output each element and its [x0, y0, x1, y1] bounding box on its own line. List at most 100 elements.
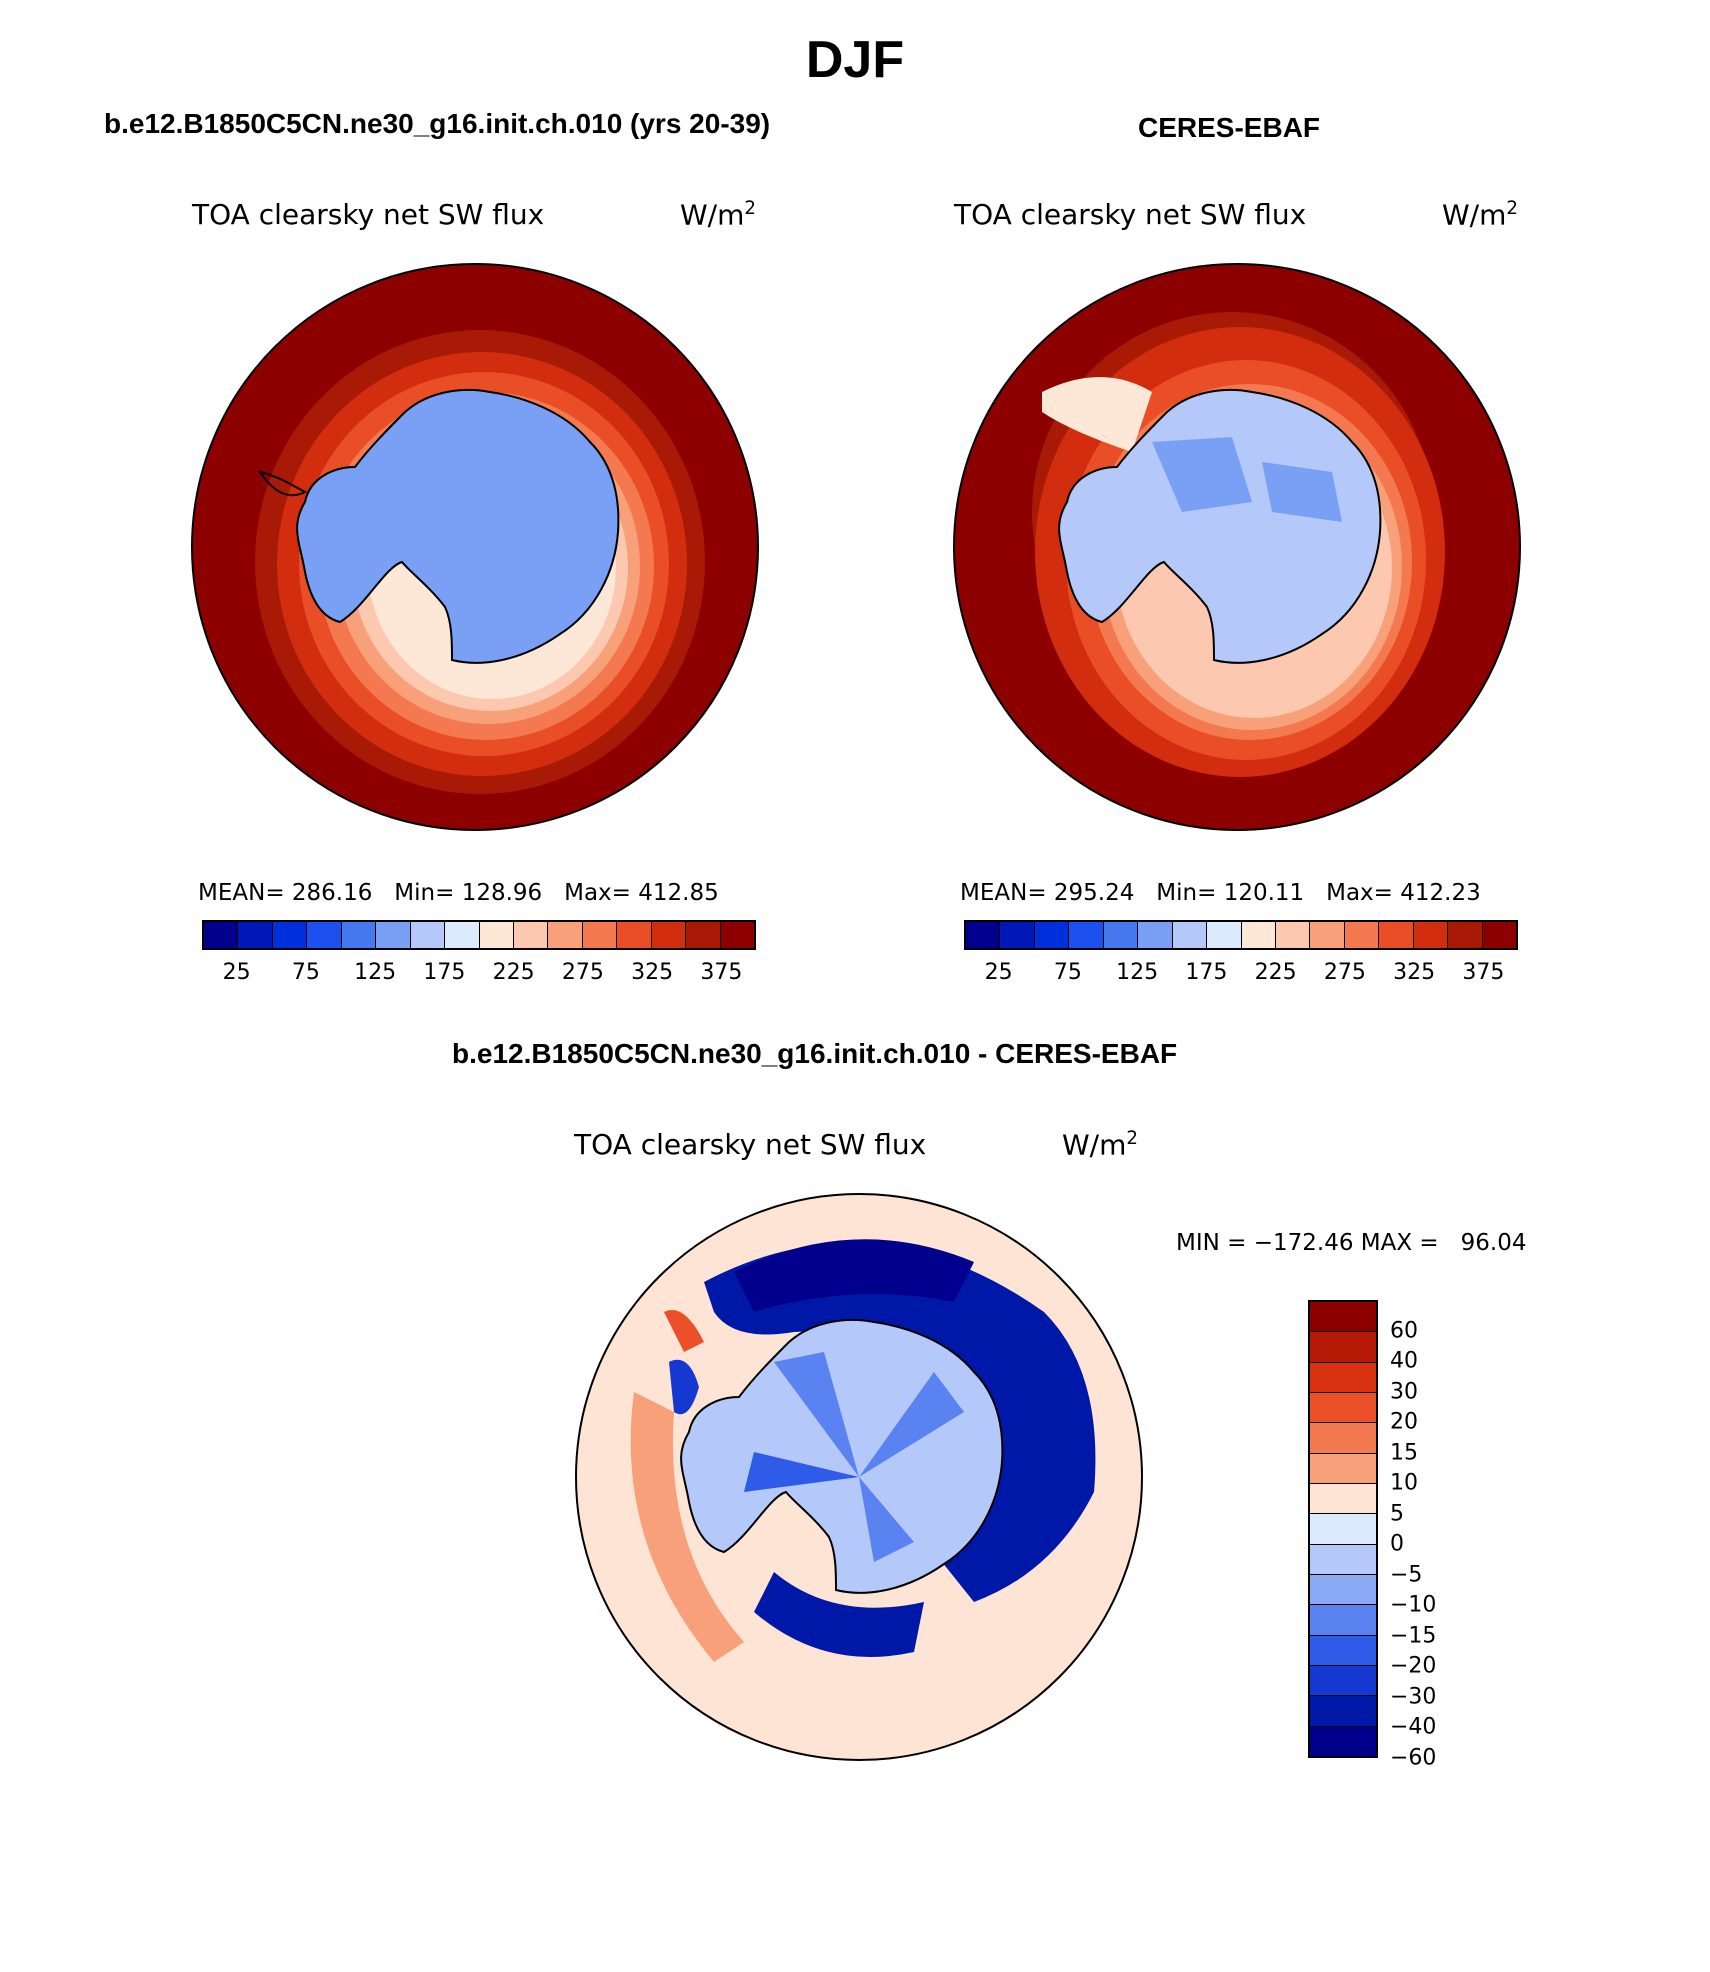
model-polar-map	[191, 263, 759, 831]
model-colorbar-swatch	[341, 922, 377, 948]
obs-colorbar-tick-label: 225	[1254, 960, 1297, 985]
obs-colorbar-swatch	[1000, 922, 1035, 948]
diff-case-title: b.e12.B1850C5CN.ne30_g16.init.ch.010 - C…	[452, 1038, 1178, 1069]
diff-colorbar-tick-label: 5	[1390, 1501, 1404, 1527]
model-colorbar-tick-label: 375	[700, 960, 743, 985]
diff-colorbar-tick-label: 20	[1390, 1409, 1418, 1435]
model-colorbar-swatch	[686, 922, 721, 948]
diff-colorbar-swatch	[1310, 1302, 1376, 1333]
diff-units-label: W/m2	[1062, 1128, 1138, 1162]
diff-colorbar-tick-label: 60	[1390, 1318, 1418, 1344]
obs-case-title: CERES-EBAF	[1138, 112, 1321, 143]
diff-colorbar-tick-label: 40	[1390, 1348, 1418, 1374]
model-colorbar-swatch	[238, 922, 273, 948]
diff-colorbar-swatch	[1310, 1635, 1376, 1666]
obs-colorbar-swatch	[1207, 922, 1242, 948]
model-colorbar-swatch	[445, 922, 480, 948]
diff-colorbar-swatch	[1310, 1696, 1376, 1727]
diff-colorbar-swatch	[1310, 1574, 1376, 1606]
model-variable-label: TOA clearsky net SW flux	[192, 198, 545, 231]
model-colorbar-swatch	[720, 922, 754, 948]
model-colorbar-tick-label: 325	[631, 960, 674, 985]
diff-colorbar-tick-label: −20	[1390, 1653, 1437, 1679]
diff-colorbar-tick-label: −40	[1390, 1714, 1437, 1740]
model-units-label: W/m2	[680, 198, 756, 232]
model-colorbar-swatch	[651, 922, 687, 948]
model-colorbar-swatch	[582, 922, 618, 948]
diff-colorbar-swatch	[1310, 1605, 1376, 1636]
diff-colorbar-tick-label: −15	[1390, 1623, 1437, 1649]
model-colorbar-ticks: 25 75 125 175 225 275 325 375	[202, 960, 756, 990]
model-colorbar-tick-label: 275	[561, 960, 604, 985]
model-colorbar-tick-label: 225	[492, 960, 535, 985]
model-colorbar-swatch	[479, 922, 514, 948]
model-colorbar-swatch	[548, 922, 583, 948]
model-colorbar	[202, 920, 756, 950]
obs-colorbar-swatch	[1379, 922, 1414, 948]
diff-colorbar-tick-label: 10	[1390, 1470, 1418, 1496]
model-colorbar-swatch	[617, 922, 652, 948]
obs-polar-map	[953, 263, 1521, 831]
obs-colorbar-swatch	[1275, 922, 1311, 948]
diff-colorbar-swatch	[1310, 1665, 1376, 1697]
model-colorbar-swatch	[272, 922, 308, 948]
diff-colorbar-tick-label: −5	[1390, 1562, 1423, 1588]
obs-colorbar-swatch	[1241, 922, 1276, 948]
diff-colorbar-tick-label: −60	[1390, 1745, 1437, 1771]
diff-colorbar-swatch	[1310, 1514, 1376, 1545]
model-colorbar-tick-label: 75	[291, 960, 320, 985]
diff-colorbar-swatch	[1310, 1726, 1376, 1756]
obs-colorbar-swatch	[1138, 922, 1173, 948]
obs-colorbar-tick-label: 325	[1393, 960, 1436, 985]
diff-colorbar-tick-label: 30	[1390, 1379, 1418, 1405]
obs-colorbar-swatch	[1034, 922, 1070, 948]
diff-colorbar-tick-label: 0	[1390, 1531, 1404, 1557]
obs-variable-label: TOA clearsky net SW flux	[954, 198, 1307, 231]
diff-colorbar-swatch	[1310, 1392, 1376, 1424]
diff-colorbar-swatch	[1310, 1423, 1376, 1454]
diff-colorbar-tick-label: −30	[1390, 1684, 1437, 1710]
obs-colorbar-tick-label: 75	[1053, 960, 1082, 985]
obs-colorbar-swatch	[1103, 922, 1139, 948]
diff-colorbar-swatch	[1310, 1453, 1376, 1484]
obs-colorbar-swatch	[1448, 922, 1483, 948]
diff-colorbar-tick-label: −10	[1390, 1592, 1437, 1618]
model-colorbar-tick-label: 25	[222, 960, 251, 985]
obs-colorbar-swatch	[1482, 922, 1516, 948]
diff-colorbar-swatch	[1310, 1483, 1376, 1515]
diff-colorbar-swatch	[1310, 1362, 1376, 1393]
model-colorbar-swatch	[204, 922, 239, 948]
diff-polar-map	[575, 1193, 1143, 1761]
diff-colorbar-ticks: 60 40 30 20 15 10 5 0 −5 −10 −15 −20 −30 −40 −60	[1390, 1300, 1510, 1770]
model-colorbar-tick-label: 175	[423, 960, 466, 985]
obs-colorbar-ticks: 25 75 125 175 225 275 325 375	[964, 960, 1518, 990]
model-stats: MEAN= 286.16 Min= 128.96 Max= 412.85	[198, 880, 719, 906]
obs-colorbar-swatch	[1069, 922, 1104, 948]
obs-units-label: W/m2	[1442, 198, 1518, 232]
obs-colorbar-swatch	[1344, 922, 1380, 948]
antarctica-coastline	[296, 388, 620, 664]
obs-colorbar-tick-label: 125	[1116, 960, 1159, 985]
figure-title: DJF	[805, 31, 905, 89]
obs-colorbar-swatch	[1172, 922, 1208, 948]
model-colorbar-tick-label: 125	[354, 960, 397, 985]
obs-colorbar-swatch	[966, 922, 1001, 948]
model-colorbar-swatch	[376, 922, 411, 948]
model-colorbar-swatch	[410, 922, 446, 948]
diff-colorbar-tick-label: 15	[1390, 1440, 1418, 1466]
diff-colorbar	[1308, 1300, 1378, 1758]
obs-colorbar-tick-label: 25	[984, 960, 1013, 985]
obs-colorbar-tick-label: 275	[1323, 960, 1366, 985]
model-case-title: b.e12.B1850C5CN.ne30_g16.init.ch.010 (yr…	[104, 108, 771, 139]
model-colorbar-swatch	[307, 922, 342, 948]
obs-colorbar-tick-label: 175	[1185, 960, 1228, 985]
diff-colorbar-swatch	[1310, 1544, 1376, 1575]
diff-variable-label: TOA clearsky net SW flux	[574, 1128, 927, 1161]
diff-colorbar-swatch	[1310, 1332, 1376, 1363]
obs-colorbar-swatch	[1413, 922, 1449, 948]
obs-colorbar	[964, 920, 1518, 950]
model-colorbar-swatch	[513, 922, 549, 948]
obs-stats: MEAN= 295.24 Min= 120.11 Max= 412.23	[960, 880, 1481, 906]
obs-colorbar-swatch	[1310, 922, 1345, 948]
diff-stats: MIN = −172.46 MAX = 96.04	[1176, 1230, 1527, 1256]
